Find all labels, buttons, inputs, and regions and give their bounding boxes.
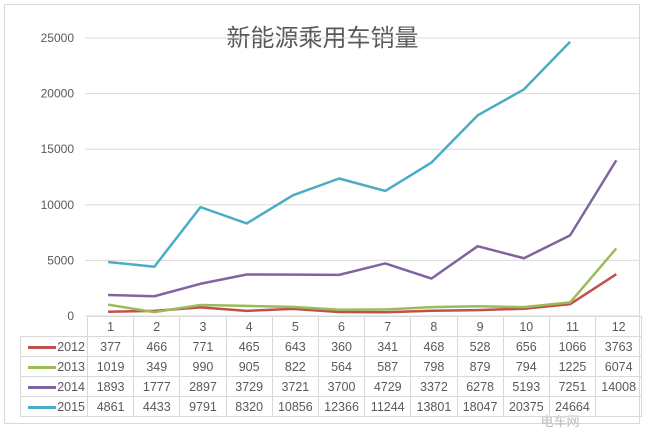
x-tick-label: 10: [502, 316, 550, 337]
data-label: 6278: [456, 376, 504, 397]
data-label: 798: [410, 356, 458, 377]
data-label: 11244: [364, 396, 412, 417]
data-label: 656: [502, 336, 550, 357]
data-label: 377: [86, 336, 135, 357]
legend-label: 2013: [57, 359, 85, 374]
legend-label: 2014: [57, 379, 85, 394]
data-label: 3729: [225, 376, 273, 397]
data-label: 14008: [595, 376, 643, 397]
table-corner: [20, 316, 88, 337]
x-tick-label: 3: [179, 316, 227, 337]
y-tick-label: 5000: [47, 253, 74, 267]
data-label: 6074: [595, 356, 643, 377]
data-label: 794: [502, 356, 550, 377]
legend-swatch: [28, 365, 57, 369]
data-label: 1893: [86, 376, 135, 397]
data-label: 13801: [410, 396, 458, 417]
data-label: 12366: [317, 396, 366, 417]
table-row: 2012 377 466 771 465 643 360 341 468 528 656 1066 37…: [20, 336, 643, 357]
y-tick-label: 25000: [41, 31, 75, 45]
data-label: 349: [133, 356, 181, 377]
x-tick-label: 2: [133, 316, 181, 337]
legend-swatch: [28, 405, 57, 409]
data-label: 905: [225, 356, 273, 377]
series-line-2012: [108, 273, 617, 314]
legend-entry: 2012: [20, 336, 88, 357]
data-label: 2897: [179, 376, 227, 397]
data-table: 1 2 3 4 5 6 7 8 9 10 11 12 2012 377 466 771 465 643 360 341…: [20, 316, 643, 417]
data-label: 643: [271, 336, 319, 357]
x-tick-label: 6: [317, 316, 366, 337]
table-row: 2015 4861 4433 9791 8320 10856 12366 11244 13801…: [20, 396, 643, 417]
data-label: 3721: [271, 376, 319, 397]
x-tick-label: 12: [595, 316, 643, 337]
data-label: 465: [225, 336, 273, 357]
legend-label: 2012: [57, 339, 85, 354]
y-tick-label: 10000: [41, 198, 75, 212]
legend-label: 2015: [57, 399, 85, 414]
series-line-2013: [107, 247, 618, 314]
legend-swatch: [28, 345, 57, 349]
data-label: 1225: [548, 356, 597, 377]
data-label: 1066: [548, 336, 597, 357]
data-label: 10856: [271, 396, 319, 417]
data-label: 1777: [133, 376, 181, 397]
data-label: 4729: [364, 376, 412, 397]
data-label: 771: [179, 336, 227, 357]
x-tick-label: 5: [271, 316, 319, 337]
data-label: 24664: [548, 396, 597, 417]
y-tick-label: 20000: [41, 87, 75, 101]
series-line-2015: [107, 40, 571, 268]
watermark: 电车网: [540, 414, 579, 428]
data-label: 8320: [225, 396, 273, 417]
data-label: 466: [133, 336, 181, 357]
series-line-2014: [108, 159, 618, 298]
data-label: 9791: [179, 396, 227, 417]
data-label: 990: [179, 356, 227, 377]
legend-entry: 2014: [20, 376, 88, 397]
data-label: 564: [317, 356, 366, 377]
table-row: 2013 1019 349 990 905 822 564 587 798 879 794 1225 6…: [20, 356, 643, 377]
data-label: 5193: [502, 376, 550, 397]
x-tick-label: 1: [86, 316, 135, 337]
x-tick-label: 7: [364, 316, 412, 337]
data-label: 7251: [548, 376, 597, 397]
data-label: 822: [271, 356, 319, 377]
data-label: 528: [456, 336, 504, 357]
data-label: 4861: [86, 396, 135, 417]
table-row: 2014 1893 1777 2897 3729 3721 3700 4729 3372 6278…: [20, 376, 643, 397]
data-label: [595, 396, 643, 417]
data-label: 3372: [410, 376, 458, 397]
data-label: 1019: [86, 356, 135, 377]
data-label: 879: [456, 356, 504, 377]
x-tick-label: 9: [456, 316, 504, 337]
legend-swatch: [28, 385, 57, 389]
data-label: 18047: [456, 396, 504, 417]
legend-entry: 2013: [20, 356, 88, 377]
data-label: 468: [410, 336, 458, 357]
data-label: 4433: [133, 396, 181, 417]
y-tick-label: 15000: [41, 142, 75, 156]
y-tick-label: 0: [67, 309, 74, 323]
data-label: 587: [364, 356, 412, 377]
x-tick-label: 8: [410, 316, 458, 337]
chart-frame: [4, 4, 640, 424]
data-label: 3763: [595, 336, 643, 357]
x-tick-label: 4: [225, 316, 273, 337]
data-label: 3700: [317, 376, 366, 397]
data-label: 341: [364, 336, 412, 357]
data-label: 360: [317, 336, 366, 357]
data-label: 20375: [502, 396, 550, 417]
x-tick-label: 11: [548, 316, 597, 337]
legend-entry: 2015: [20, 396, 88, 417]
